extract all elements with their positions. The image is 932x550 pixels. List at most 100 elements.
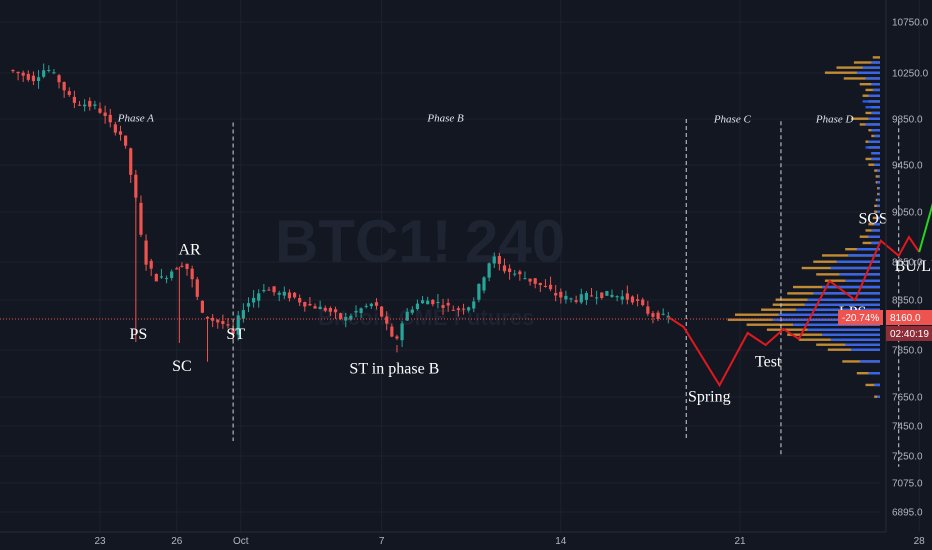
profile-bar-orange	[851, 117, 880, 120]
projection-red-path	[667, 235, 921, 388]
profile-bar-blue	[868, 117, 880, 120]
profile-bar-blue	[878, 175, 880, 178]
candle-body	[139, 202, 143, 235]
candle-body	[492, 256, 496, 264]
profile-bar-orange	[865, 383, 880, 387]
price-tick-label: 9850.0	[892, 115, 923, 126]
candle-body	[651, 313, 655, 317]
candle-body	[47, 70, 51, 72]
date-tick-label: 21	[734, 536, 746, 547]
candle-body	[287, 292, 292, 299]
candle-body	[303, 302, 307, 307]
candle-body	[257, 293, 261, 301]
profile-bar-orange	[872, 56, 880, 59]
candle-body	[129, 148, 133, 175]
profile-bar-blue	[778, 313, 880, 316]
profile-bar-orange	[843, 77, 880, 80]
price-tag	[886, 310, 932, 325]
wyckoff-label: ST in phase B	[349, 361, 439, 378]
profile-bar-blue	[795, 308, 880, 311]
candle-body	[308, 303, 312, 306]
candle-body	[472, 301, 476, 309]
profile-bar-blue	[862, 66, 880, 69]
candle-body	[579, 294, 583, 303]
candle-body	[405, 311, 409, 321]
wyckoff-label: SOS	[858, 210, 887, 227]
candle-body	[574, 300, 578, 302]
candle-body	[31, 75, 36, 82]
candle-body	[569, 298, 573, 300]
candle-body	[415, 303, 420, 310]
watermark-interval: 240	[465, 208, 565, 275]
candle-body	[400, 323, 404, 341]
candle-body	[36, 77, 41, 81]
candle-body	[72, 96, 76, 103]
candle-body	[451, 309, 455, 311]
countdown-text: 02:40:19	[890, 329, 929, 340]
candle-body	[554, 292, 558, 296]
price-series	[11, 63, 670, 362]
profile-bar-orange	[836, 66, 880, 69]
profile-bar-blue	[845, 343, 880, 346]
candle-body	[42, 70, 46, 77]
profile-bar-blue	[871, 129, 880, 132]
candle-body	[636, 299, 640, 301]
phase-label: Phase A	[117, 112, 154, 124]
candle-body	[93, 104, 97, 106]
price-axis[interactable]: 10750.0 10250.0 9850.0 9450.0 9050.0 8650.0 83…	[885, 0, 929, 532]
candle-body	[282, 291, 286, 296]
phase-label: Phase C	[713, 113, 752, 125]
candle-body	[564, 295, 568, 300]
candle-body	[200, 300, 204, 313]
candle-body	[420, 300, 425, 304]
profile-bar-blue	[874, 383, 880, 387]
profile-bar-orange	[853, 61, 880, 64]
profile-bar-orange	[875, 175, 880, 178]
candle-body	[390, 326, 394, 337]
wyckoff-label: Test	[755, 353, 782, 370]
candle-body	[385, 316, 389, 324]
wyckoff-label: PS	[130, 326, 148, 343]
profile-bar-blue	[862, 100, 880, 103]
candle-body	[175, 268, 179, 270]
profile-bar-blue	[856, 71, 880, 74]
candle-body	[292, 292, 297, 298]
candle-body	[354, 310, 358, 313]
candle-body	[149, 260, 153, 269]
profile-bar-blue	[878, 187, 880, 190]
price-tick-label: 7075.0	[892, 479, 923, 490]
price-tick-label: 10250.0	[892, 69, 929, 80]
candle-body	[533, 278, 537, 284]
candle-body	[477, 283, 481, 300]
candle-body	[610, 294, 614, 297]
profile-bar-blue	[874, 134, 880, 138]
time-axis[interactable]: 2326Oct7142128Nov	[0, 531, 932, 547]
candle-body	[252, 297, 256, 303]
price-tick-label: 7850.0	[892, 346, 923, 357]
profile-bar-blue	[871, 157, 880, 161]
price-tick-label: 7650.0	[892, 393, 923, 404]
candle-body	[262, 289, 266, 292]
candle-body	[318, 306, 322, 310]
candle-body	[190, 268, 194, 280]
profile-bar-blue	[865, 146, 880, 149]
candle-body	[216, 319, 220, 323]
profile-bar-blue	[877, 216, 880, 220]
candle-body	[77, 104, 82, 106]
candle-body	[589, 295, 594, 297]
candle-body	[16, 71, 20, 74]
countdown-tag	[886, 326, 932, 341]
candle-body	[395, 336, 399, 339]
candle-body	[456, 308, 460, 310]
candle-body	[666, 315, 670, 318]
candle-body	[298, 298, 302, 303]
volume-profile	[727, 56, 880, 398]
candle-body	[83, 104, 87, 107]
price-tick-label: 6895.0	[892, 508, 923, 519]
candle-body	[615, 296, 619, 298]
price-tick-label: 7250.0	[892, 452, 923, 463]
profile-bar-blue	[851, 348, 880, 351]
profile-bar-blue	[822, 285, 880, 289]
